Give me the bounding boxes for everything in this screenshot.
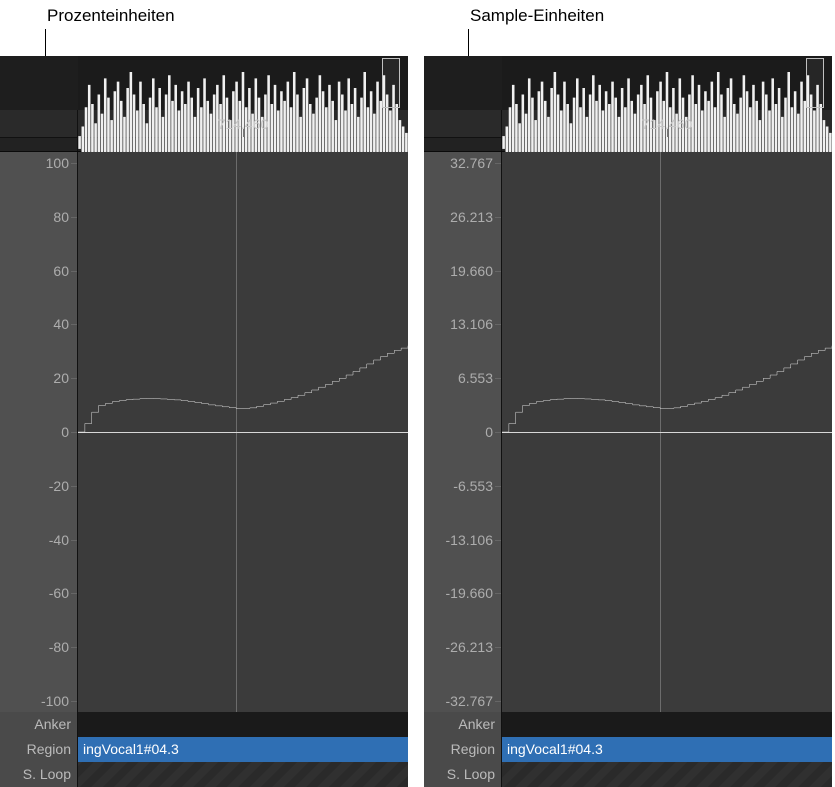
overview-visible-range[interactable]: [806, 58, 824, 108]
anker-label: Anker: [0, 712, 78, 737]
scale-tick: -20: [49, 478, 69, 494]
anker-label: Anker: [424, 712, 502, 737]
amplitude-scale-sample: 32.767 26.213 19.660 13.106 6.553 0 -6.553 -13.…: [424, 152, 502, 712]
waveform-svg: [502, 152, 832, 712]
anker-row[interactable]: Anker: [0, 712, 408, 737]
ruler-value: 714.460: [78, 110, 408, 137]
callout-percent-label: Prozenteinheiten: [47, 6, 175, 26]
sloop-label: S. Loop: [424, 762, 502, 787]
scale-tick: 6.553: [458, 370, 493, 386]
scale-tick: -32.767: [446, 693, 493, 709]
waveform-area: 100 80 60 40 20 0 -20 -40 -60 -80 -100: [0, 152, 408, 712]
footer-rows: Anker Region ingVocal1#04.3 S. Loop: [0, 712, 408, 787]
region-row[interactable]: Region ingVocal1#04.3: [0, 737, 408, 762]
sub-ruler-gutter: [424, 138, 502, 151]
scale-tick: 26.213: [450, 209, 493, 225]
scale-tick: -13.106: [446, 532, 493, 548]
overview-strip[interactable]: [0, 56, 408, 110]
waveform-canvas[interactable]: [78, 152, 408, 712]
audio-editor-sample-panel: 714.460 32.767 26.213 19.660 13.106 6.553 0 -6…: [424, 56, 832, 787]
scale-tick: -19.660: [446, 585, 493, 601]
footer-rows: Anker Region ingVocal1#04.3 S. Loop: [424, 712, 832, 787]
scale-tick: 80: [53, 209, 69, 225]
anker-row[interactable]: Anker: [424, 712, 832, 737]
callout-sample-label: Sample-Einheiten: [470, 6, 604, 26]
sub-ruler-gutter: [0, 138, 78, 151]
scale-tick: -100: [41, 693, 69, 709]
waveform-canvas[interactable]: [502, 152, 832, 712]
audio-editor-percent-panel: 714.460 100 80 60 40 20 0 -20 -40 -60 -80 -100 Ank…: [0, 56, 408, 787]
ruler-tick: [667, 129, 668, 137]
scale-tick: 60: [53, 263, 69, 279]
scale-tick: 32.767: [450, 155, 493, 171]
anker-value: [502, 712, 832, 737]
region-label: Region: [424, 737, 502, 762]
overview-strip[interactable]: [424, 56, 832, 110]
region-row[interactable]: Region ingVocal1#04.3: [424, 737, 832, 762]
scale-tick: -60: [49, 585, 69, 601]
scale-tick: -6.553: [453, 478, 493, 494]
scale-tick: 20: [53, 370, 69, 386]
scale-tick: 13.106: [450, 316, 493, 332]
ruler-gutter: [424, 110, 502, 137]
sloop-row[interactable]: S. Loop: [0, 762, 408, 787]
scale-tick: 0: [485, 424, 493, 440]
region-value: ingVocal1#04.3: [502, 737, 832, 762]
scale-tick: 19.660: [450, 263, 493, 279]
scale-tick: -26.213: [446, 639, 493, 655]
ruler-gutter: [0, 110, 78, 137]
sloop-label: S. Loop: [0, 762, 78, 787]
region-value: ingVocal1#04.3: [78, 737, 408, 762]
waveform-area: 32.767 26.213 19.660 13.106 6.553 0 -6.553 -13.…: [424, 152, 832, 712]
amplitude-scale-percent: 100 80 60 40 20 0 -20 -40 -60 -80 -100: [0, 152, 78, 712]
sloop-row[interactable]: S. Loop: [424, 762, 832, 787]
sloop-value: [78, 762, 408, 787]
time-ruler[interactable]: 714.460: [0, 110, 408, 138]
anker-value: [78, 712, 408, 737]
sloop-value: [502, 762, 832, 787]
region-label: Region: [0, 737, 78, 762]
time-ruler[interactable]: 714.460: [424, 110, 832, 138]
ruler-tick: [243, 129, 244, 137]
scale-tick: -40: [49, 532, 69, 548]
scale-tick: 100: [46, 155, 69, 171]
scale-tick: 0: [61, 424, 69, 440]
waveform-svg: [78, 152, 408, 712]
scale-tick: -80: [49, 639, 69, 655]
overview-visible-range[interactable]: [382, 58, 400, 108]
scale-tick: 40: [53, 316, 69, 332]
ruler-value: 714.460: [502, 110, 832, 137]
